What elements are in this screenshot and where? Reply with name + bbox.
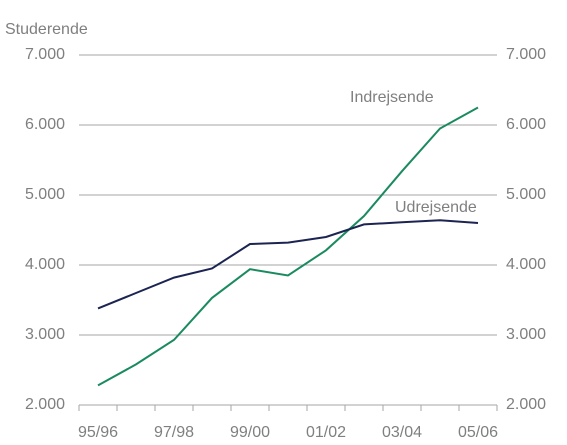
- series-line: [97, 106, 479, 387]
- y-tick-label-right: 3.000: [506, 326, 546, 343]
- y-tick-label: 2.000: [25, 396, 65, 413]
- y-tick-label-right: 5.000: [506, 186, 546, 203]
- x-tick-label: 99/00: [230, 424, 270, 441]
- y-tick-label: 3.000: [25, 326, 65, 343]
- y-tick-label: 4.000: [25, 256, 65, 273]
- y-tick-label-right: 7.000: [506, 46, 546, 63]
- y-tick-label-right: 6.000: [506, 116, 546, 133]
- x-tick-label: 95/96: [78, 424, 118, 441]
- x-tick-label: 97/98: [154, 424, 194, 441]
- y-tick-label: 7.000: [25, 46, 65, 63]
- series-label: Indrejsende: [350, 89, 434, 106]
- y-tick-label: 6.000: [25, 116, 65, 133]
- x-tick-label: 05/06: [458, 424, 498, 441]
- x-tick-label: 01/02: [306, 424, 346, 441]
- series-line: [97, 219, 479, 310]
- y-tick-label-right: 2.000: [506, 396, 546, 413]
- y-axis-label: Studerende: [5, 21, 88, 38]
- y-tick-label-right: 4.000: [506, 256, 546, 273]
- y-tick-label: 5.000: [25, 186, 65, 203]
- series-label: Udrejsende: [395, 199, 477, 216]
- x-tick-label: 03/04: [382, 424, 422, 441]
